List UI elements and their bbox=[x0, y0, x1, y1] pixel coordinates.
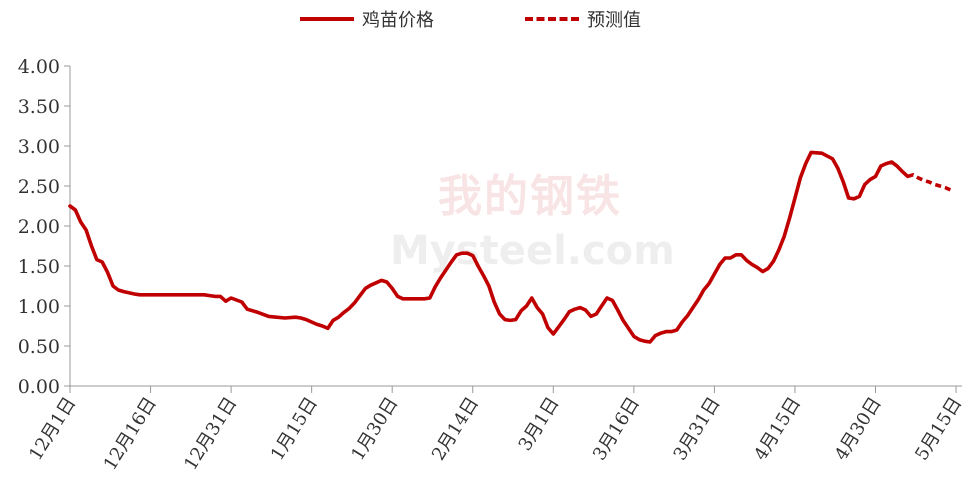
x-tick-label: 4月15日 bbox=[750, 394, 805, 465]
x-tick-label: 5月15日 bbox=[911, 394, 966, 465]
x-tick-label: 12月16日 bbox=[100, 394, 161, 475]
legend-swatch-solid bbox=[300, 17, 354, 21]
forecast-series-line bbox=[907, 173, 952, 192]
y-tick-label: 0.50 bbox=[18, 336, 60, 358]
legend-item-price[interactable]: 鸡苗价格 bbox=[300, 4, 434, 34]
y-tick-label: 1.50 bbox=[18, 256, 60, 278]
x-tick-label: 3月16日 bbox=[589, 394, 644, 465]
chart-legend: 鸡苗价格 预测值 bbox=[0, 4, 980, 34]
x-tick-label: 1月30日 bbox=[347, 394, 402, 465]
y-tick-label: 0.00 bbox=[18, 376, 60, 398]
y-tick-label: 2.50 bbox=[18, 176, 60, 198]
x-tick-label: 3月1日 bbox=[515, 394, 564, 455]
legend-swatch-dashed bbox=[525, 17, 579, 21]
x-tick-label: 2月14日 bbox=[428, 394, 483, 465]
x-tick-label: 12月1日 bbox=[25, 394, 80, 465]
x-tick-label: 12月31日 bbox=[180, 394, 241, 475]
x-tick-label: 4月30日 bbox=[831, 394, 886, 465]
x-tick-label: 3月31日 bbox=[670, 394, 725, 465]
legend-item-forecast[interactable]: 预测值 bbox=[525, 4, 641, 34]
y-tick-label: 4.00 bbox=[18, 56, 60, 78]
y-tick-label: 3.50 bbox=[18, 96, 60, 118]
legend-label-forecast: 预测值 bbox=[587, 10, 641, 31]
legend-label-price: 鸡苗价格 bbox=[362, 10, 434, 31]
price-series-line bbox=[68, 150, 910, 344]
x-tick-label: 1月15日 bbox=[267, 394, 322, 465]
y-tick-label: 3.00 bbox=[18, 136, 60, 158]
y-tick-label: 1.00 bbox=[18, 296, 60, 318]
y-tick-label: 2.00 bbox=[18, 216, 60, 238]
